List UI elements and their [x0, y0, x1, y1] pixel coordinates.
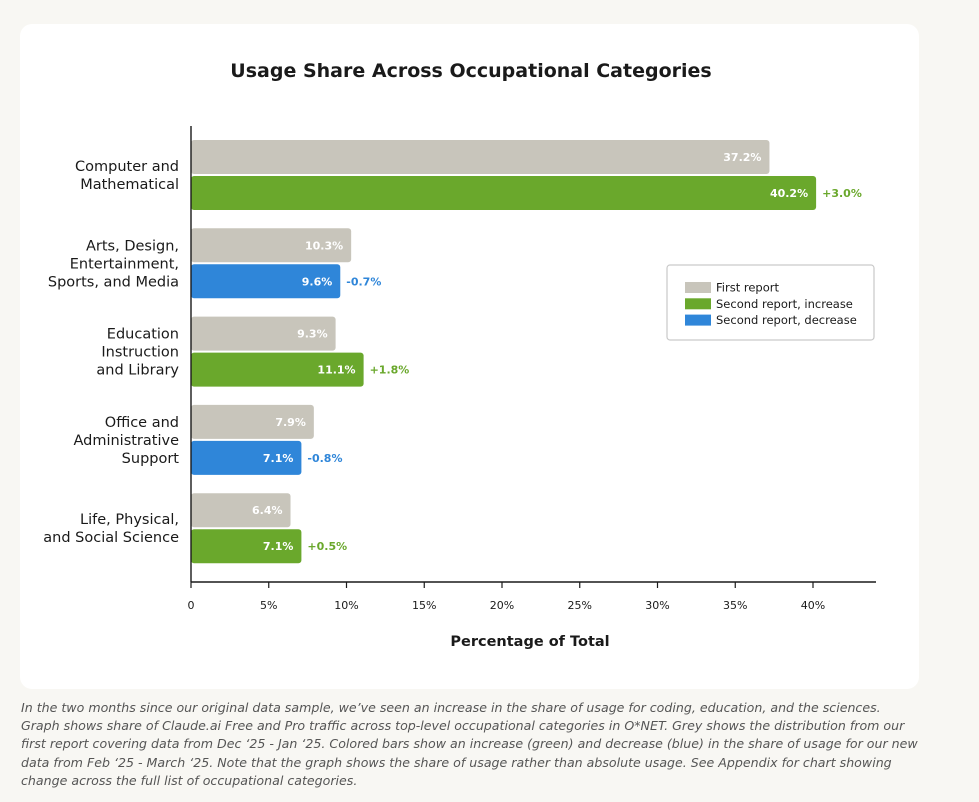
category-label: Life, Physical, and Social Science [43, 512, 179, 546]
x-tick-label: 10% [334, 599, 358, 612]
legend-label: Second report, decrease [716, 313, 857, 327]
bar-second-report-increase [191, 529, 302, 564]
bar-value-label: 9.6% [302, 275, 333, 288]
change-label: -0.7% [346, 275, 381, 288]
bar-first-report [191, 140, 770, 174]
change-label: +3.0% [822, 187, 862, 200]
bars-layer: 37.2% 40.2% +3.0% 10.3% 9.6% -0.7% 9.3% 11.1% +1… [191, 140, 862, 564]
bar-value-label: 11.1% [317, 364, 355, 377]
legend-swatch [685, 314, 711, 326]
x-tick-label: 35% [723, 599, 747, 612]
category-label: Education Instruction and Library [96, 327, 179, 379]
bar-second-report-decrease [191, 264, 341, 299]
bar-value-label: 7.9% [275, 416, 306, 429]
bar-first-report [191, 316, 336, 351]
x-tick-label: 0 [188, 599, 195, 612]
bar-second-report-increase [191, 176, 817, 210]
category-label: Arts, Design, Entertainment, Sports, and M… [48, 238, 179, 290]
chart-title: Usage Share Across Occupational Categori… [230, 60, 711, 82]
figure-caption: In the two months since our original dat… [21, 700, 918, 788]
bar-value-label: 9.3% [297, 328, 328, 341]
bar-first-report [191, 493, 291, 528]
category-label: Computer and Mathematical [75, 159, 179, 193]
x-tick-label: 40% [801, 599, 825, 612]
change-label: -0.8% [307, 452, 342, 465]
legend-label: First report [716, 281, 779, 295]
bar-value-label: 7.1% [263, 452, 294, 465]
bar-first-report [191, 228, 352, 263]
category-label: Office and Administrative Support [73, 415, 179, 467]
bar-second-report-decrease [191, 440, 302, 475]
legend-swatch [685, 298, 711, 310]
bar-value-label: 37.2% [723, 151, 761, 164]
usage-share-chart: Usage Share Across Occupational Categori… [43, 60, 876, 650]
legend-swatch [685, 282, 711, 293]
x-tick-label: 5% [260, 599, 277, 612]
x-tick-label: 30% [645, 599, 669, 612]
bar-first-report [191, 404, 314, 439]
bar-second-report-increase [191, 352, 364, 387]
bar-value-label: 40.2% [770, 187, 808, 200]
legend-box [666, 264, 875, 341]
legend-label: Second report, increase [716, 297, 853, 311]
x-tick-label: 25% [568, 599, 592, 612]
change-label: +0.5% [307, 540, 347, 553]
change-label: +1.8% [370, 364, 410, 377]
legend: First report Second report, increase Secon… [666, 264, 875, 341]
bar-value-label: 7.1% [263, 540, 294, 553]
chart-card [20, 24, 919, 689]
bar-value-label: 6.4% [252, 504, 283, 517]
x-axis-title: Percentage of Total [450, 634, 609, 650]
bar-value-label: 10.3% [305, 239, 343, 252]
x-tick-label: 15% [412, 599, 436, 612]
category-labels: Computer and Mathematical Arts, Design, Ent… [43, 159, 179, 546]
x-tick-label: 20% [490, 599, 514, 612]
axes: 0 5% 10% 15% 20% 25% 30% 35% 40% [188, 126, 876, 612]
